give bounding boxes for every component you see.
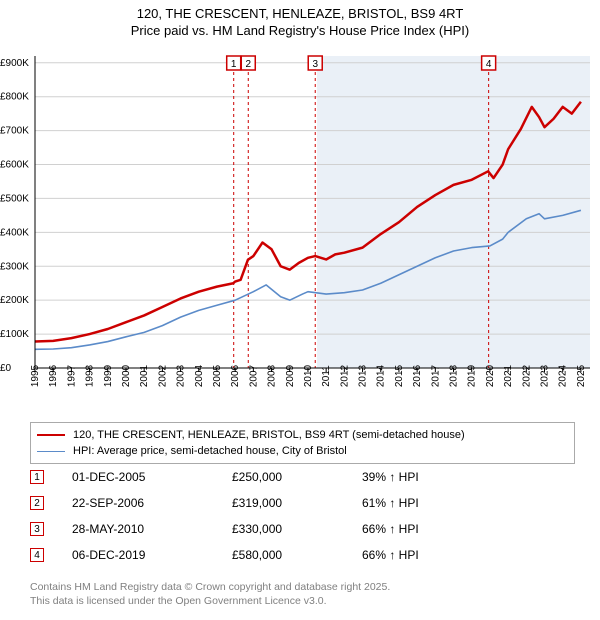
footer-line-2: This data is licensed under the Open Gov… xyxy=(30,594,575,608)
sale-marker-icon: 4 xyxy=(30,548,44,562)
table-row: 4 06-DEC-2019£580,00066% ↑ HPI xyxy=(30,542,575,568)
legend-swatch xyxy=(37,434,65,436)
sale-vs-hpi: 66% ↑ HPI xyxy=(362,522,482,536)
legend-item: 120, THE CRESCENT, HENLEAZE, BRISTOL, BS… xyxy=(37,427,568,443)
footer-licence: Contains HM Land Registry data © Crown c… xyxy=(30,580,575,608)
svg-text:£500K: £500K xyxy=(0,193,29,204)
svg-text:4: 4 xyxy=(486,59,492,70)
legend-label: 120, THE CRESCENT, HENLEAZE, BRISTOL, BS… xyxy=(73,429,465,441)
svg-text:2: 2 xyxy=(245,59,251,70)
table-row: 3 28-MAY-2010£330,00066% ↑ HPI xyxy=(30,516,575,542)
sale-vs-hpi: 61% ↑ HPI xyxy=(362,496,482,510)
sale-vs-hpi: 39% ↑ HPI xyxy=(362,470,482,484)
sale-marker-icon: 2 xyxy=(30,496,44,510)
footer-line-1: Contains HM Land Registry data © Crown c… xyxy=(30,580,575,594)
svg-text:£600K: £600K xyxy=(0,160,29,171)
svg-text:£100K: £100K xyxy=(0,329,29,340)
chart-title: 120, THE CRESCENT, HENLEAZE, BRISTOL, BS… xyxy=(0,0,600,40)
sale-marker-icon: 3 xyxy=(30,522,44,536)
title-line-1: 120, THE CRESCENT, HENLEAZE, BRISTOL, BS… xyxy=(0,6,600,23)
svg-text:£900K: £900K xyxy=(0,58,29,69)
legend-label: HPI: Average price, semi-detached house,… xyxy=(73,445,347,457)
svg-text:£200K: £200K xyxy=(0,295,29,306)
svg-text:£800K: £800K xyxy=(0,92,29,103)
sale-vs-hpi: 66% ↑ HPI xyxy=(362,548,482,562)
legend-item: HPI: Average price, semi-detached house,… xyxy=(37,443,568,459)
legend-swatch xyxy=(37,451,65,452)
sale-date: 01-DEC-2005 xyxy=(72,470,232,484)
svg-text:£700K: £700K xyxy=(0,126,29,137)
svg-text:£400K: £400K xyxy=(0,227,29,238)
table-row: 1 01-DEC-2005£250,00039% ↑ HPI xyxy=(30,464,575,490)
svg-text:1: 1 xyxy=(231,59,237,70)
sale-price: £330,000 xyxy=(232,522,362,536)
legend: 120, THE CRESCENT, HENLEAZE, BRISTOL, BS… xyxy=(30,422,575,464)
sale-marker-icon: 1 xyxy=(30,470,44,484)
sale-price: £250,000 xyxy=(232,470,362,484)
sale-price: £580,000 xyxy=(232,548,362,562)
chart-plot: £0 £100K £200K £300K £400K £500K £600K £700K £80… xyxy=(0,48,600,418)
svg-text:£0: £0 xyxy=(0,363,12,374)
sale-date: 22-SEP-2006 xyxy=(72,496,232,510)
svg-text:£300K: £300K xyxy=(0,261,29,272)
title-line-2: Price paid vs. HM Land Registry's House … xyxy=(0,23,600,40)
table-row: 2 22-SEP-2006£319,00061% ↑ HPI xyxy=(30,490,575,516)
svg-text:3: 3 xyxy=(312,59,318,70)
sales-table: 1 01-DEC-2005£250,00039% ↑ HPI 2 22-SEP-200… xyxy=(30,464,575,568)
sale-date: 06-DEC-2019 xyxy=(72,548,232,562)
sale-date: 28-MAY-2010 xyxy=(72,522,232,536)
sale-price: £319,000 xyxy=(232,496,362,510)
